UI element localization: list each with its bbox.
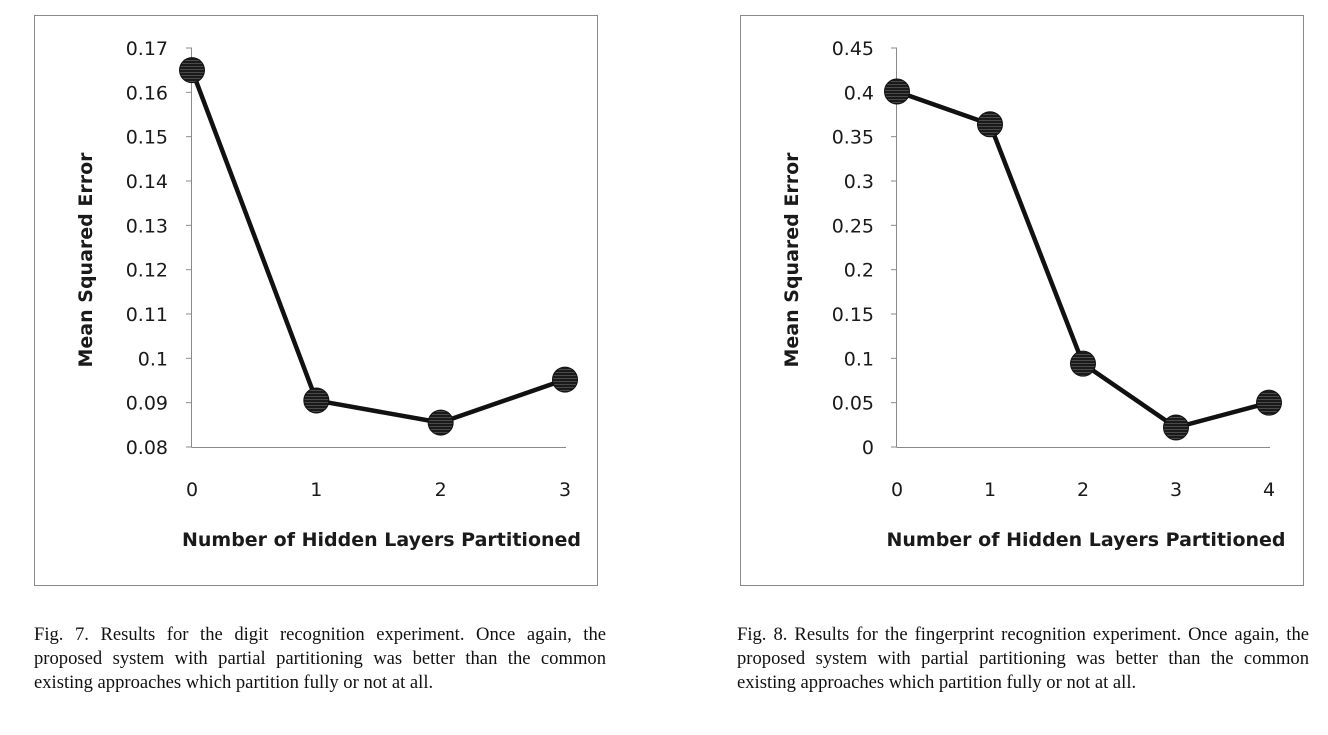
data-point [427, 409, 454, 436]
y-tick-label: 0.1 [138, 348, 168, 370]
figure-8-chart: 0 0.05 0.1 0.15 0.2 0.25 0.3 0.35 0.4 0.45 0 1 2 3 4 Nu… [740, 15, 1304, 586]
y-tick-label: 0.2 [844, 260, 874, 282]
series-line [896, 89, 1270, 430]
data-point [1070, 350, 1096, 377]
y-tick-label: 0.14 [126, 171, 168, 193]
figure-7-chart: 0.08 0.09 0.1 0.11 0.12 0.13 0.14 0.15 0.16 0.17 0… [34, 15, 598, 586]
y-tick-label: 0.13 [126, 215, 168, 237]
data-point [552, 366, 578, 393]
data-point [1256, 389, 1282, 416]
y-tick-label: 0.11 [126, 304, 168, 326]
x-axis-title: Number of Hidden Layers Partitioned [182, 529, 581, 551]
y-tick-label: 0.4 [844, 82, 874, 104]
y-axis-title: Mean Squared Error [75, 152, 97, 368]
y-tick-label: 0.15 [126, 127, 168, 149]
y-tick-label: 0.25 [832, 215, 874, 237]
y-tick-label: 0.1 [844, 348, 874, 370]
y-tick-label: 0.09 [126, 393, 168, 415]
y-tick-label: 0.45 [832, 38, 874, 60]
data-point [179, 57, 205, 84]
x-axis-title: Number of Hidden Layers Partitioned [886, 529, 1285, 551]
y-tick-label: 0 [862, 437, 874, 459]
x-tick-label: 2 [1077, 479, 1089, 501]
x-tick-label: 2 [435, 479, 447, 501]
figure-7-caption: Fig. 7. Results for the digit recognitio… [34, 624, 606, 693]
series-line [189, 69, 566, 425]
data-point [1163, 414, 1189, 441]
y-tick-label: 0.15 [832, 304, 874, 326]
figure-8-caption: Fig. 8. Results for the fingerprint reco… [737, 624, 1309, 693]
y-axis-title: Mean Squared Error [781, 152, 803, 368]
y-tick-label: 0.12 [126, 260, 168, 282]
y-tick-label: 0.3 [844, 171, 874, 193]
x-tick-label: 1 [310, 479, 322, 501]
x-tick-label: 4 [1263, 479, 1275, 501]
y-tick-label: 0.16 [126, 82, 168, 104]
x-tick-label: 3 [559, 479, 571, 501]
data-point [303, 387, 330, 414]
x-tick-label: 1 [984, 479, 996, 501]
x-tick-label: 0 [891, 479, 903, 501]
y-tick-label: 0.08 [126, 437, 168, 459]
y-tick-label: 0.35 [832, 127, 874, 149]
y-tick-label: 0.05 [832, 393, 874, 415]
x-tick-label: 3 [1170, 479, 1182, 501]
x-tick-label: 0 [186, 479, 198, 501]
data-point [884, 78, 910, 105]
data-point [977, 111, 1003, 138]
y-tick-label: 0.17 [126, 38, 168, 60]
figure-8-plot: 0 0.05 0.1 0.15 0.2 0.25 0.3 0.35 0.4 0.45 0 1 2 3 4 Nu… [781, 38, 1286, 551]
figure-7-plot: 0.08 0.09 0.1 0.11 0.12 0.13 0.14 0.15 0.16 0.17 0… [75, 38, 581, 551]
